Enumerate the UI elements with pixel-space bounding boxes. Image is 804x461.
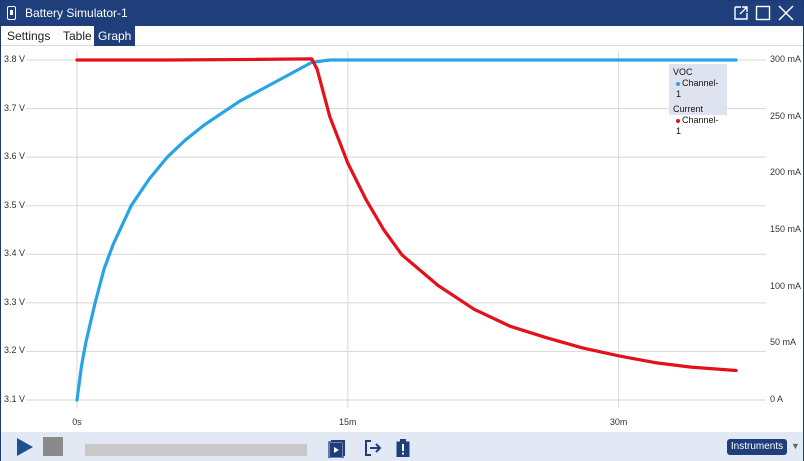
y-left-tick-label: 3.5 V (4, 199, 26, 210)
data-point (274, 80, 278, 84)
battery-icon (7, 6, 16, 20)
legend-series-voc: Channel-1 (676, 78, 719, 99)
data-point (315, 67, 319, 71)
data-point (617, 354, 621, 358)
data-point (80, 364, 83, 368)
data-point (256, 58, 259, 61)
play-icon[interactable] (17, 438, 33, 456)
data-point (75, 58, 79, 62)
export-icon[interactable] (363, 438, 383, 458)
y-right-tick-label: 200 mA (770, 167, 802, 178)
series-current-line (75, 57, 738, 373)
series-dot-icon (676, 81, 680, 86)
data-point (111, 243, 115, 246)
legend-group-current: Current (673, 104, 704, 114)
tab-bar: Settings Table Graph (1, 26, 803, 46)
data-point (84, 340, 88, 344)
chart-legend: VOC Channel-1 Current Channel-1 (669, 64, 727, 136)
close-icon[interactable] (777, 4, 795, 22)
data-point (400, 253, 404, 257)
y-left-tick-label: 3.1 V (4, 394, 26, 404)
graph-area[interactable]: 3.8 V 3.7 V 3.6 V 3.5 V 3.4 V 3.3 V 3.2 V 3.1 V… (1, 47, 803, 431)
data-point (201, 124, 205, 127)
x-tick-label: 30m (609, 417, 628, 427)
data-point (382, 228, 386, 232)
data-point (183, 138, 187, 142)
data-point (545, 336, 548, 340)
data-point (581, 346, 584, 350)
maximize-icon[interactable] (754, 4, 772, 22)
data-point (689, 365, 693, 369)
data-point (75, 398, 79, 402)
y-right-tick-label: 100 mA (770, 280, 802, 291)
data-point (147, 177, 151, 181)
legend-item-voc: Channel-1 (673, 78, 723, 100)
data-point (734, 58, 738, 62)
battery-status-icon[interactable] (393, 438, 413, 458)
y-left-tick-label: 3.7 V (4, 102, 26, 113)
data-point (472, 307, 476, 311)
data-point (364, 198, 368, 201)
data-point (165, 155, 169, 159)
title-bar: Battery Simulator-1 (1, 1, 803, 26)
bottom-toolbar: Instruments ▼ (1, 432, 803, 461)
data-point (734, 369, 738, 372)
data-point (508, 324, 512, 328)
x-tick-label: 15m (339, 417, 357, 427)
legend-series-current: Channel-1 (676, 115, 719, 136)
data-point (129, 204, 133, 208)
y-right-tick-label: 300 mA (770, 54, 802, 64)
timeline-slider[interactable] (85, 444, 307, 456)
data-point (93, 301, 97, 305)
popout-icon[interactable] (732, 4, 750, 22)
legend-item-current: Channel-1 (673, 115, 723, 137)
tab-table[interactable]: Table (63, 29, 92, 43)
data-point (328, 115, 332, 119)
data-point (653, 361, 657, 364)
data-point (436, 284, 440, 287)
data-point (102, 267, 106, 271)
y-left-tick-label: 3.6 V (4, 151, 26, 162)
series-voc-line (75, 58, 738, 402)
y-right-tick-label: 0 A (770, 394, 784, 404)
data-point (220, 112, 223, 115)
tab-graph[interactable]: Graph (94, 26, 136, 46)
data-point (310, 57, 314, 61)
y-right-tick-label: 50 mA (770, 337, 797, 348)
y-left-tick-label: 3.8 V (4, 54, 26, 64)
data-point (165, 58, 169, 62)
chart[interactable] (1, 47, 803, 431)
y-right-tick-label: 250 mA (770, 110, 802, 121)
data-point (328, 58, 332, 62)
data-point (292, 70, 296, 74)
window-title: Battery Simulator-1 (25, 6, 128, 20)
tab-settings[interactable]: Settings (7, 29, 51, 43)
data-point (526, 58, 530, 62)
data-point (346, 161, 350, 165)
data-point (238, 99, 241, 103)
instruments-button[interactable]: Instruments (727, 439, 787, 455)
series-dot-icon (676, 118, 680, 123)
y-left-tick-label: 3.2 V (4, 345, 26, 356)
x-tick-label: 0s (72, 417, 82, 427)
y-right-tick-label: 150 mA (770, 224, 802, 234)
data-point (364, 58, 368, 62)
legend-group-voc: VOC (673, 67, 693, 77)
play-to-end-icon[interactable] (327, 438, 347, 458)
data-point (436, 58, 440, 62)
y-left-tick-label: 3.3 V (4, 296, 26, 307)
y-left-tick-label: 3.4 V (4, 248, 26, 259)
data-point (617, 58, 621, 62)
data-point (256, 90, 259, 93)
stop-icon[interactable] (43, 437, 63, 456)
chevron-down-icon[interactable]: ▼ (791, 441, 800, 451)
